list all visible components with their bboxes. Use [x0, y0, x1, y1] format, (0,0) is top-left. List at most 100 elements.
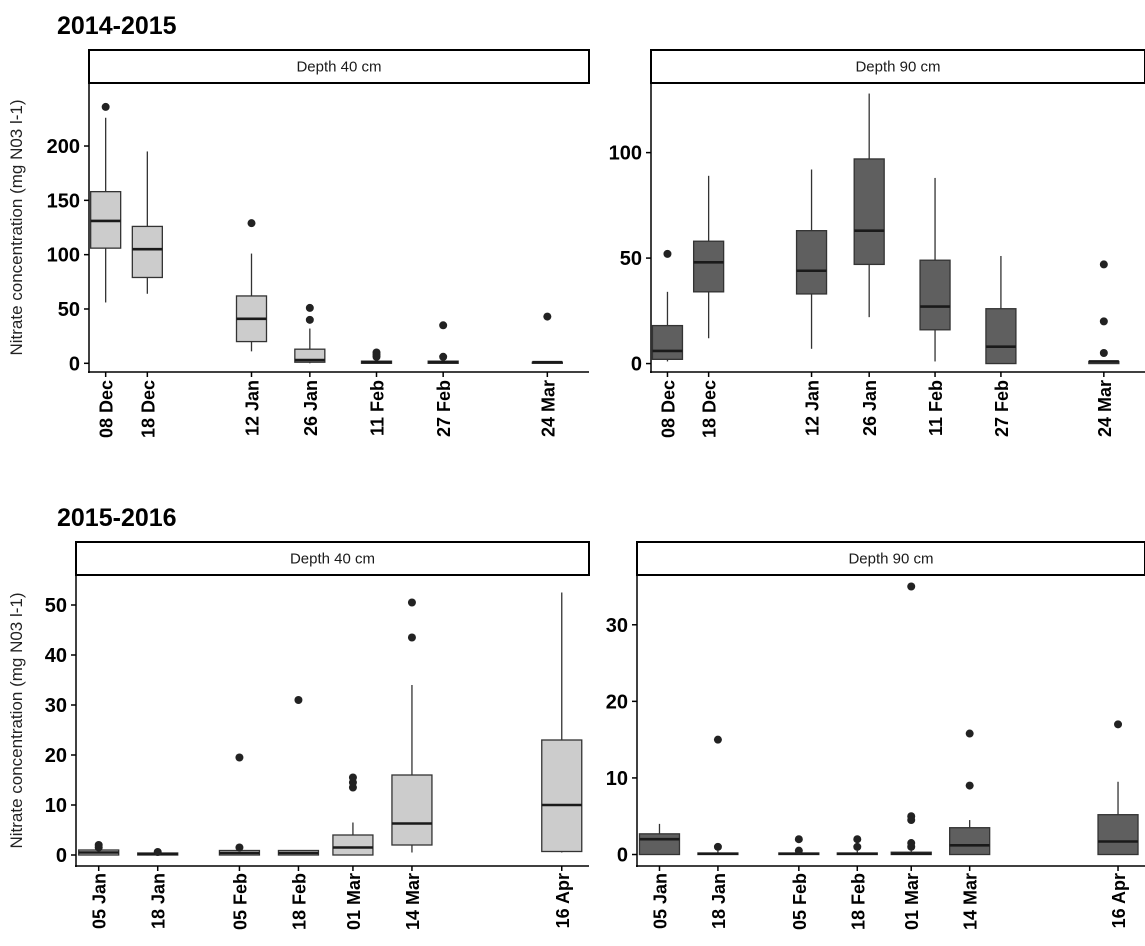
facet-strip — [75, 541, 590, 576]
outlier-point — [305, 303, 314, 312]
outlier-point — [907, 839, 916, 848]
box-24-mar — [531, 312, 563, 364]
box-16-apr — [1097, 720, 1139, 856]
outlier-point — [305, 315, 314, 324]
iqr-box — [853, 158, 885, 266]
outlier-point — [153, 848, 162, 856]
box-08-dec — [90, 102, 122, 303]
y-tick-label: 0 — [69, 353, 80, 375]
box-14-mar — [949, 729, 991, 856]
x-tick-label: 05 Feb — [230, 873, 250, 930]
y-tick-label: 200 — [47, 136, 80, 158]
x-tick-label: 01 Mar — [902, 873, 922, 930]
x-tick-label: 08 Dec — [97, 380, 117, 438]
y-tick-label: 10 — [45, 795, 67, 817]
box-14-mar — [391, 598, 433, 853]
outlier-point — [965, 729, 974, 738]
outlier-point — [713, 735, 722, 744]
x-tick-label: 24 Mar — [1095, 380, 1115, 437]
box-12-jan — [235, 219, 268, 352]
y-tick-label: 20 — [606, 691, 628, 713]
y-tick-label: 30 — [45, 695, 67, 717]
y-tick-label: 50 — [45, 595, 67, 617]
outlier-point — [439, 352, 448, 361]
iqr-box — [692, 240, 725, 293]
facet-strip-label: Depth 40 cm — [296, 59, 381, 76]
outlier-point — [543, 312, 552, 321]
y-tick-label: 50 — [58, 299, 80, 321]
x-tick-label: 24 Mar — [538, 380, 558, 437]
outlier-point — [907, 582, 916, 591]
box-11-feb — [360, 348, 393, 364]
y-tick-label: 100 — [609, 143, 642, 165]
iqr-box — [651, 324, 684, 360]
box-18-feb — [277, 696, 320, 856]
panel-1: 2014-2015 Depth 40 cm 0 50 100 150 200 Nitrate … — [7, 12, 590, 438]
x-tick-label: 18 Jan — [709, 873, 729, 929]
x-tick-label: 14 Mar — [961, 873, 981, 930]
iqr-box — [1097, 814, 1139, 856]
x-tick-label: 27 Feb — [434, 380, 454, 437]
y-axis-label: Nitrate concentration (mg N03 l-1) — [7, 99, 26, 355]
x-tick-label: 18 Feb — [289, 873, 309, 930]
box-18-feb — [836, 835, 878, 856]
x-tick-label: 18 Dec — [138, 380, 158, 438]
outlier-point — [794, 846, 803, 855]
outlier-point — [1099, 317, 1108, 326]
outlier-point — [1114, 720, 1123, 729]
panel-2: Depth 90 cm 0 50 100 08 Dec 18 Dec 12 Jan 26 Ja… — [609, 49, 1145, 438]
x-tick-label: 18 Dec — [700, 380, 720, 438]
x-tick-label: 26 Jan — [860, 380, 880, 436]
box-26-jan — [853, 93, 885, 318]
box-05-jan — [638, 823, 681, 856]
box-24-mar — [1088, 260, 1120, 365]
outlier-point — [101, 102, 110, 111]
outlier-point — [439, 321, 448, 330]
x-tick-label: 14 Mar — [403, 873, 423, 930]
x-tick-label: 08 Dec — [658, 380, 678, 438]
x-tick-label: 16 Apr — [553, 873, 573, 928]
box-27-feb — [427, 321, 459, 364]
outlier-point — [1099, 349, 1108, 358]
box-05-jan — [78, 841, 120, 856]
outlier-point — [407, 598, 416, 607]
box-05-feb — [778, 835, 820, 856]
box-05-feb — [218, 753, 261, 856]
outlier-point — [663, 249, 672, 258]
y-tick-label: 100 — [47, 245, 80, 267]
x-tick-label: 05 Jan — [90, 873, 110, 929]
outlier-point — [713, 842, 722, 851]
iqr-box — [638, 833, 681, 856]
x-tick-label: 11 Feb — [926, 380, 946, 436]
box-18-jan — [697, 735, 739, 856]
outlier-point — [247, 219, 256, 228]
y-tick-label: 40 — [45, 645, 67, 667]
box-01-mar — [332, 773, 374, 856]
x-tick-label: 18 Jan — [149, 873, 169, 929]
x-tick-label: 01 Mar — [344, 873, 364, 930]
panel-3: 2015-2016 Depth 40 cm 0 10 20 30 40 50 Nitrate c… — [7, 504, 590, 930]
section-title: 2014-2015 — [57, 12, 177, 40]
outlier-point — [853, 835, 862, 844]
outlier-point — [235, 843, 244, 852]
box-26-jan — [294, 303, 326, 364]
iqr-box — [919, 259, 951, 331]
box-27-feb — [985, 255, 1017, 365]
x-tick-label: 05 Jan — [650, 873, 670, 929]
iqr-box — [332, 834, 374, 856]
y-tick-label: 30 — [606, 615, 628, 637]
outlier-point — [853, 842, 862, 851]
box-12-jan — [795, 169, 828, 349]
y-tick-label: 0 — [56, 845, 67, 867]
x-tick-label: 12 Jan — [243, 380, 263, 436]
box-18-jan — [137, 848, 179, 856]
box-16-apr — [541, 592, 583, 853]
box-08-dec — [651, 249, 684, 362]
box-01-mar — [890, 582, 932, 856]
box-11-feb — [919, 177, 951, 362]
facet-strip-label: Depth 90 cm — [855, 59, 940, 76]
iqr-box — [795, 230, 828, 295]
y-tick-label: 0 — [617, 845, 628, 867]
box-18-dec — [131, 151, 163, 294]
